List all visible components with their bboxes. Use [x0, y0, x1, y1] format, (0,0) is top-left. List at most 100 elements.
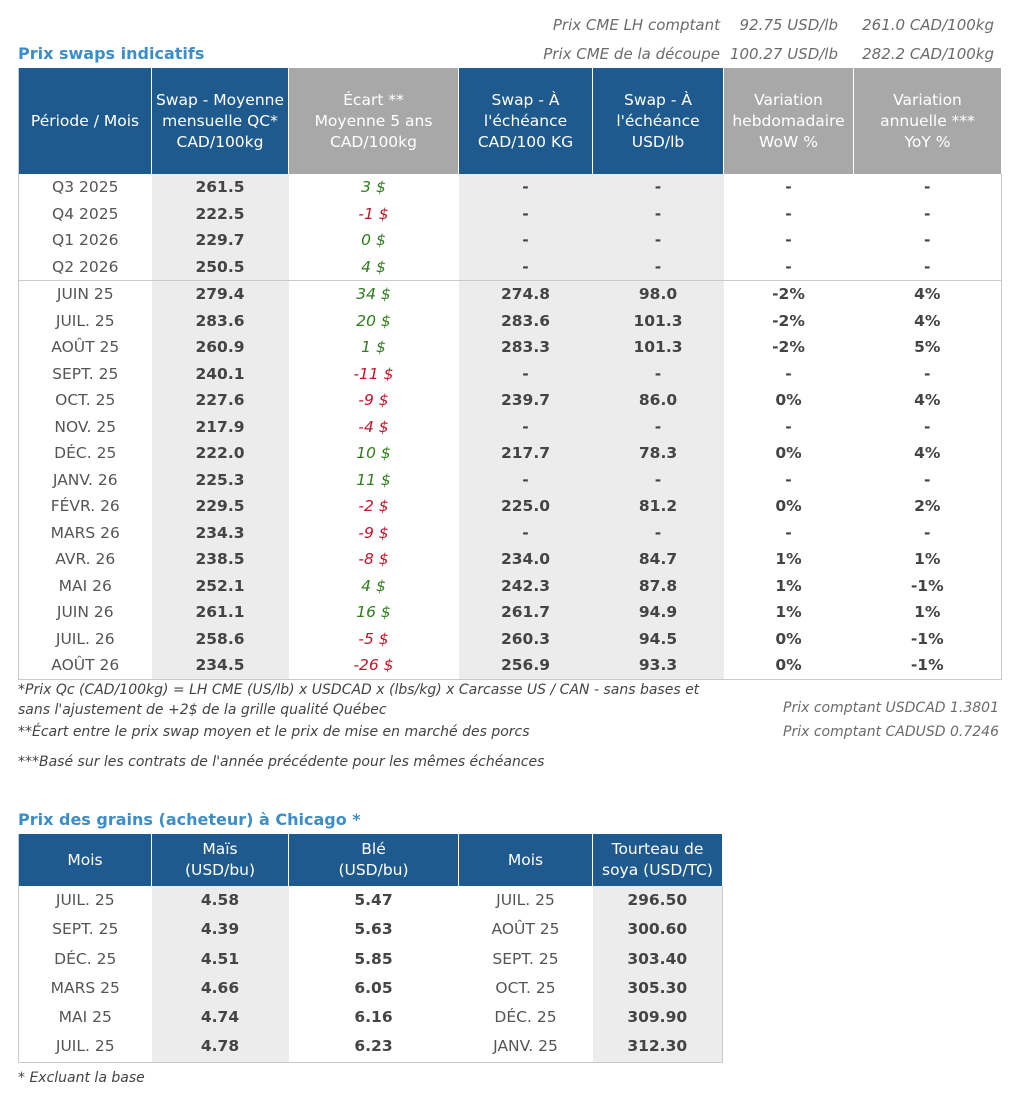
grain-row: SEPT. 25 4.39 5.63 AOÛT 25 300.60 [19, 915, 723, 945]
yoy-cell: - [924, 257, 931, 276]
ecart-cell: -5 $ [358, 629, 389, 648]
echeance-usd-cell: - [592, 466, 724, 493]
mois-cell: JUIL. 25 [55, 1037, 115, 1056]
swap-row: AOÛT 26 234.5 -26 $ 256.9 93.3 0% -1% [19, 652, 1002, 679]
swap-moyenne-cell: 229.5 [151, 493, 289, 520]
header-tourteau-soya: Tourteau de soya (USD/TC) [592, 834, 723, 886]
wow-cell: -2% [772, 338, 805, 356]
cme-lh-line: Prix CME LH comptant 92.75 USD/lb 261.0 … [0, 14, 1000, 38]
period-cell: JUIN 26 [56, 603, 114, 621]
period-cell: Q4 2025 [52, 204, 119, 223]
mois-cell: MARS 25 [50, 978, 120, 997]
swap-moyenne-cell: 222.5 [151, 200, 289, 227]
soya-cell: 312.30 [592, 1032, 723, 1063]
echeance-usd-cell: 84.7 [592, 546, 724, 573]
soya-cell: 309.90 [592, 1003, 723, 1033]
yoy-cell: -1% [910, 629, 944, 648]
wow-cell: - [785, 364, 792, 383]
echeance-cad-cell: 260.3 [458, 625, 593, 652]
swap-row: FÉVR. 26 229.5 -2 $ 225.0 81.2 0% 2% [19, 493, 1002, 520]
note-excluant-base: * Excluant la base [18, 1070, 145, 1086]
ble-cell: 5.85 [354, 949, 393, 968]
period-cell: JUIN 25 [18, 280, 152, 308]
mais-cell: 4.39 [151, 915, 289, 945]
ecart-cell: 20 $ [356, 311, 391, 330]
mais-cell: 4.74 [151, 1003, 289, 1033]
wow-cell: 0% [775, 391, 802, 409]
echeance-usd-cell: - [592, 519, 724, 546]
echeance-cad-cell: - [458, 466, 593, 493]
period-cell: Q2 2026 [52, 257, 119, 276]
swap-moyenne-cell: 261.1 [151, 599, 289, 626]
yoy-cell: 4% [914, 444, 941, 462]
header-swap-moyenne: Swap - Moyenne mensuelle QC* CAD/100kg [151, 68, 289, 174]
header-variation-annuelle: Variation annuelle *** YoY % [853, 68, 1002, 174]
cadusd-spot: Prix comptant CADUSD 0.7246 [783, 724, 999, 740]
ecart-cell: -1 $ [358, 204, 389, 223]
cme-cutout-label: Prix CME de la découpe [543, 45, 720, 63]
note-base-annee: ***Basé sur les contrats de l'année préc… [18, 754, 545, 770]
swap-row: Q3 2025 261.5 3 $ - - - - [19, 174, 1002, 201]
period-cell: MAI 26 [58, 576, 112, 595]
swap-moyenne-cell: 283.6 [151, 307, 289, 334]
echeance-usd-cell: - [592, 227, 724, 254]
swap-moyenne-cell: 227.6 [151, 387, 289, 414]
mois-cell: MAI 25 [58, 1008, 112, 1027]
swap-moyenne-cell: 261.5 [151, 174, 289, 201]
ecart-cell: -2 $ [358, 497, 389, 515]
swap-moyenne-cell: 217.9 [151, 413, 289, 440]
period-cell: AOÛT 26 [51, 656, 120, 674]
echeance-cad-cell: 225.0 [458, 493, 593, 520]
echeance-cad-cell: 261.7 [458, 599, 593, 626]
echeance-usd-cell: - [592, 253, 724, 281]
echeance-cad-cell: 239.7 [458, 387, 593, 414]
swap-moyenne-cell: 258.6 [151, 625, 289, 652]
swap-moyenne-cell: 222.0 [151, 440, 289, 467]
mois-soya-cell: JUIL. 25 [496, 891, 555, 909]
note-prix-qc: *Prix Qc (CAD/100kg) = LH CME (US/lb) x … [18, 682, 700, 718]
swap-moyenne-cell: 260.9 [151, 334, 289, 361]
yoy-cell: - [924, 178, 931, 196]
wow-cell: 0% [775, 444, 802, 462]
cme-lh-usd: 92.75 USD/lb [739, 16, 838, 34]
echeance-usd-cell: 101.3 [592, 307, 724, 334]
echeance-cad-cell: 283.3 [458, 334, 593, 361]
wow-cell: 0% [775, 629, 802, 648]
ecart-cell: -4 $ [358, 417, 389, 436]
echeance-cad-cell: - [458, 519, 593, 546]
yoy-cell: 1% [914, 603, 941, 621]
ecart-cell: 11 $ [356, 470, 391, 489]
grain-row: JUIL. 25 4.58 5.47 JUIL. 25 296.50 [19, 886, 723, 916]
yoy-cell: 4% [853, 280, 1002, 308]
grain-row: MARS 25 4.66 6.05 OCT. 25 305.30 [19, 973, 723, 1004]
ble-cell: 5.47 [354, 891, 393, 909]
note-ecart: **Écart entre le prix swap moyen et le p… [18, 724, 530, 740]
header-ble: Blé (USD/bu) [288, 834, 459, 886]
ecart-cell: 4 $ [361, 257, 386, 276]
header-ecart: Écart ** Moyenne 5 ans CAD/100kg [288, 68, 459, 174]
echeance-usd-cell: 98.0 [592, 280, 724, 308]
swap-moyenne-cell: 240.1 [151, 360, 289, 387]
yoy-cell: -1% [910, 656, 944, 674]
wow-cell: 0% [775, 656, 802, 674]
period-cell: FÉVR. 26 [50, 497, 120, 515]
echeance-usd-cell: 94.9 [592, 599, 724, 626]
ecart-cell: 34 $ [288, 280, 459, 308]
swap-moyenne-cell: 252.1 [151, 572, 289, 599]
echeance-cad-cell: - [458, 360, 593, 387]
grains-title: Prix des grains (acheteur) à Chicago * [18, 810, 361, 829]
swap-row: Q4 2025 222.5 -1 $ - - - - [19, 200, 1002, 227]
echeance-usd-cell: - [592, 200, 724, 227]
period-cell: OCT. 25 [55, 391, 116, 409]
mois-cell: SEPT. 25 [52, 920, 119, 939]
ecart-cell: 10 $ [356, 444, 391, 462]
echeance-cad-cell: 274.8 [458, 280, 593, 308]
soya-cell: 300.60 [592, 915, 723, 945]
mais-cell: 4.66 [151, 973, 289, 1004]
echeance-usd-cell: 101.3 [592, 334, 724, 361]
echeance-cad-cell: - [458, 174, 593, 201]
cme-cutout-usd: 100.27 USD/lb [729, 45, 838, 63]
echeance-usd-cell: 93.3 [592, 652, 724, 679]
ble-cell: 5.63 [354, 920, 393, 939]
